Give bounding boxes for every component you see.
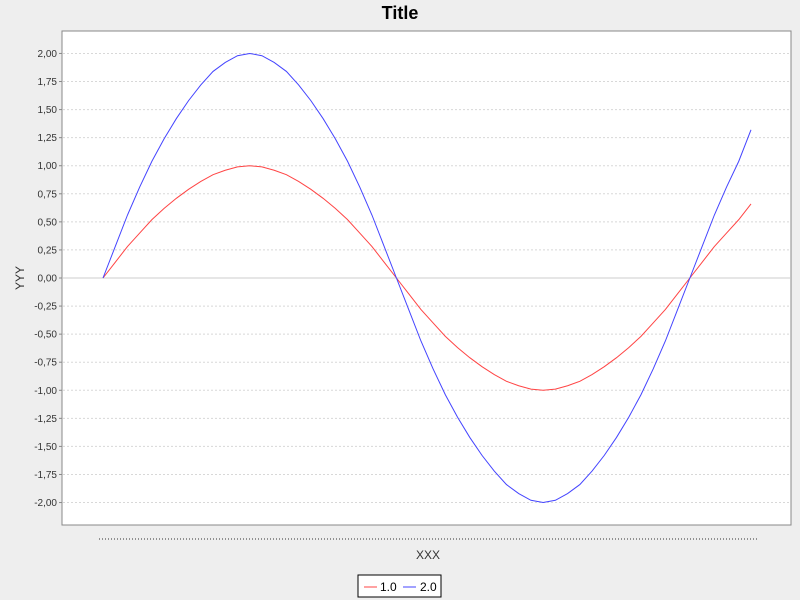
y-tick-label: 1,25 bbox=[38, 133, 58, 144]
y-tick-label: -1,25 bbox=[34, 414, 57, 425]
y-tick-label: 0,75 bbox=[38, 189, 58, 200]
series-line-1 bbox=[102, 165, 752, 391]
y-tick-label: -1,50 bbox=[34, 442, 57, 453]
x-axis-label: XXX bbox=[416, 548, 440, 562]
y-axis-ticks: 2,00 1,75 1,50 1,25 1,00 0,75 0,50 0,25 0,00 -0,2… bbox=[34, 49, 62, 509]
y-tick-label: 0,00 bbox=[38, 274, 58, 285]
chart-title: Title bbox=[382, 3, 419, 23]
y-tick-label: -0,25 bbox=[34, 302, 57, 313]
legend-box bbox=[357, 574, 442, 598]
y-tick-label: -0,50 bbox=[34, 330, 57, 341]
y-tick-label: 1,00 bbox=[38, 161, 58, 172]
legend-label-series-1: 1.0 bbox=[380, 580, 397, 594]
y-tick-label: 0,25 bbox=[38, 245, 58, 256]
y-tick-label: -1,75 bbox=[34, 470, 57, 481]
y-axis-label: YYY bbox=[13, 266, 27, 290]
y-tick-label: -2,00 bbox=[34, 498, 57, 509]
y-tick-label: 1,50 bbox=[38, 105, 58, 116]
y-tick-label: -1,00 bbox=[34, 386, 57, 397]
y-tick-label: 2,00 bbox=[38, 49, 58, 60]
legend-label-series-2: 2.0 bbox=[420, 580, 437, 594]
y-tick-label: 0,50 bbox=[38, 217, 58, 228]
series-lines bbox=[102, 52, 752, 504]
series-line-2 bbox=[102, 52, 752, 504]
y-tick-label: -0,75 bbox=[34, 358, 57, 369]
legend: 1.0 2.0 bbox=[357, 574, 442, 598]
y-tick-label: 1,75 bbox=[38, 77, 58, 88]
gridlines bbox=[63, 52, 790, 504]
